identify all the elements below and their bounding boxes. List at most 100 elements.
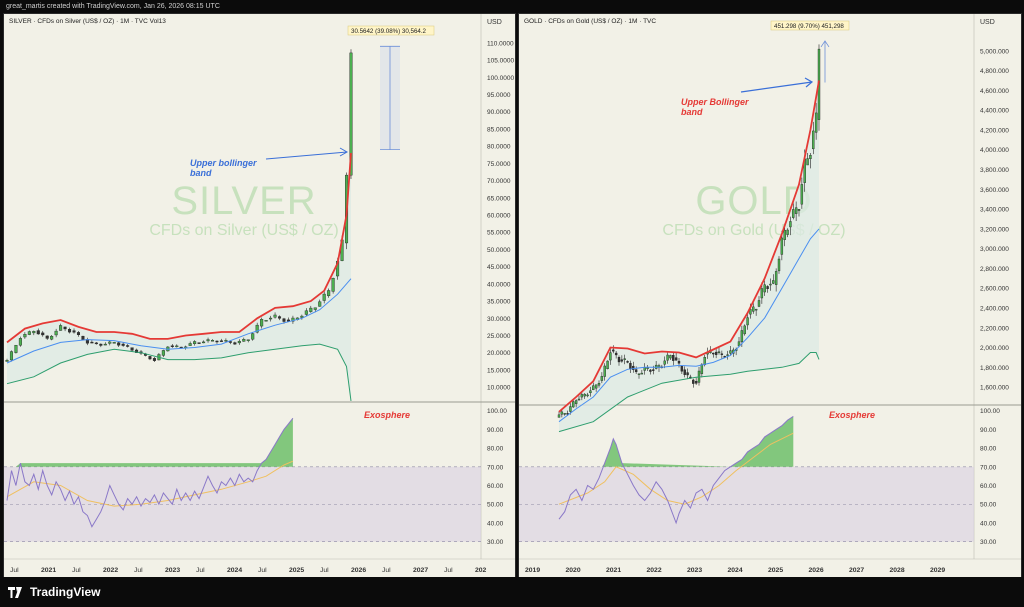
- gold-candle: [669, 355, 672, 359]
- silver-candle: [291, 317, 295, 322]
- gold-time-tick: 2024: [728, 567, 743, 574]
- gold-candle: [789, 221, 792, 228]
- gold-upper-band: [558, 80, 820, 413]
- gold-candle: [800, 184, 804, 205]
- tradingview-logo[interactable]: TradingView: [8, 585, 100, 599]
- silver-price-tick: 25.0000: [487, 333, 511, 340]
- gold-chart-svg[interactable]: USD 5,000.000 4,800.000 4,600.000 4,400.000 4…: [519, 14, 1021, 578]
- gold-candle: [700, 364, 704, 374]
- silver-price-tick: 40.0000: [487, 281, 511, 288]
- silver-candle: [304, 310, 308, 315]
- gold-candle: [620, 359, 624, 362]
- silver-time-tick: 2025: [289, 567, 304, 574]
- silver-rsi-tick: 80.00: [487, 446, 504, 453]
- gold-bollinger-fill: [559, 80, 819, 432]
- gold-price-tick: 3,200.000: [980, 226, 1009, 233]
- silver-candle: [108, 341, 112, 344]
- silver-candle: [193, 341, 197, 345]
- gold-candle: [626, 361, 629, 363]
- gold-candle: [560, 411, 564, 415]
- silver-candle: [233, 342, 237, 345]
- gold-chart-panel[interactable]: GOLD CFDs on Gold (US$ / OZ) USD 5,000.00…: [518, 13, 1022, 579]
- gold-rsi-tick: 80.00: [980, 446, 997, 453]
- silver-candle: [170, 345, 174, 347]
- silver-candle: [197, 342, 201, 344]
- silver-price-tick: 50.0000: [487, 247, 511, 254]
- silver-candle: [27, 331, 31, 335]
- gold-price-tick: 2,200.000: [980, 325, 1009, 332]
- silver-price-label-box: [347, 25, 435, 36]
- silver-candle: [318, 301, 322, 307]
- silver-time-tick: Jul: [10, 567, 19, 574]
- silver-candle: [309, 307, 313, 312]
- silver-candle: [63, 326, 67, 330]
- gold-price-tick: 2,400.000: [980, 305, 1009, 312]
- silver-candle: [228, 341, 232, 343]
- silver-rsi-line: [6, 417, 294, 528]
- silver-symbol-label: SILVER · CFDs on Silver (US$ / OZ) · 1M …: [9, 18, 166, 25]
- silver-candle: [313, 307, 317, 310]
- silver-exosphere-label: Exosphere: [364, 410, 410, 420]
- footer-bar: TradingView: [0, 577, 1024, 607]
- gold-candle: [680, 365, 684, 372]
- gold-candle: [597, 383, 601, 386]
- gold-price-label-box: [770, 20, 850, 31]
- gold-candle: [717, 351, 721, 354]
- gold-rsi-tick: 50.00: [980, 502, 997, 509]
- silver-price-tick: 75.0000: [487, 161, 511, 168]
- gold-price-tick: 4,600.000: [980, 88, 1009, 95]
- silver-chart-svg[interactable]: USD 110.0000 105.0000 100.0000 95.0000 90.000…: [4, 14, 515, 578]
- silver-candle: [202, 341, 206, 344]
- gold-candle: [677, 360, 681, 364]
- silver-price-tick: 85.0000: [487, 126, 511, 133]
- gold-candle: [632, 365, 635, 370]
- gold-candle: [743, 325, 746, 335]
- silver-price-tick: 20.0000: [487, 350, 511, 357]
- silver-candle: [282, 318, 286, 322]
- silver-time-tick: Jul: [382, 567, 391, 574]
- gold-candle: [786, 229, 789, 235]
- creator-caption: great_martis created with TradingView.co…: [6, 3, 220, 10]
- gold-candle: [589, 390, 592, 394]
- silver-candle: [72, 330, 76, 333]
- gold-candle: [712, 352, 715, 355]
- gold-time-tick: 2028: [890, 567, 905, 574]
- gold-price-tick: 3,000.000: [980, 246, 1009, 253]
- gold-rsi-line: [558, 415, 794, 525]
- gold-candle: [586, 394, 589, 397]
- gold-measure-arrowhead: [820, 40, 830, 48]
- silver-upper-band: [6, 152, 352, 344]
- silver-annotation-arrowhead: [339, 147, 349, 157]
- silver-candle: [242, 339, 246, 342]
- silver-candle: [246, 339, 250, 341]
- silver-candle: [23, 334, 27, 338]
- gold-rsi-tick: 60.00: [980, 483, 997, 490]
- silver-candle: [161, 350, 165, 356]
- silver-candle: [219, 340, 223, 342]
- silver-chart-panel[interactable]: SILVER CFDs on Silver (US$ / OZ) USD 110.…: [3, 13, 516, 579]
- gold-candle: [746, 317, 749, 326]
- gold-candle: [583, 393, 586, 397]
- gold-candle: [720, 353, 724, 355]
- gold-candle: [797, 209, 801, 211]
- silver-price-label: 30.5642 (39.08%) 30,564.2: [351, 28, 427, 35]
- gold-candle: [663, 360, 666, 365]
- gold-candle: [563, 413, 566, 415]
- silver-rsi-ma-line: [6, 460, 294, 507]
- silver-rsi-tick: 50.00: [487, 502, 504, 509]
- gold-time-tick: 2022: [647, 567, 662, 574]
- silver-time-tick: 2021: [41, 567, 56, 574]
- gold-price-tick: 4,800.000: [980, 68, 1009, 75]
- silver-candle: [237, 340, 241, 344]
- gold-time-tick: 2019: [525, 567, 540, 574]
- gold-price-tick: 2,800.000: [980, 266, 1009, 273]
- silver-price-tick: 105.0000: [487, 58, 514, 65]
- silver-price-tick: 35.0000: [487, 299, 511, 306]
- silver-candle: [90, 341, 94, 344]
- silver-candle: [126, 345, 130, 347]
- silver-candle: [94, 342, 98, 345]
- gold-candle: [792, 209, 795, 218]
- silver-candle: [81, 335, 85, 341]
- gold-price-tick: 4,000.000: [980, 147, 1009, 154]
- silver-price-tick: 30.0000: [487, 316, 511, 323]
